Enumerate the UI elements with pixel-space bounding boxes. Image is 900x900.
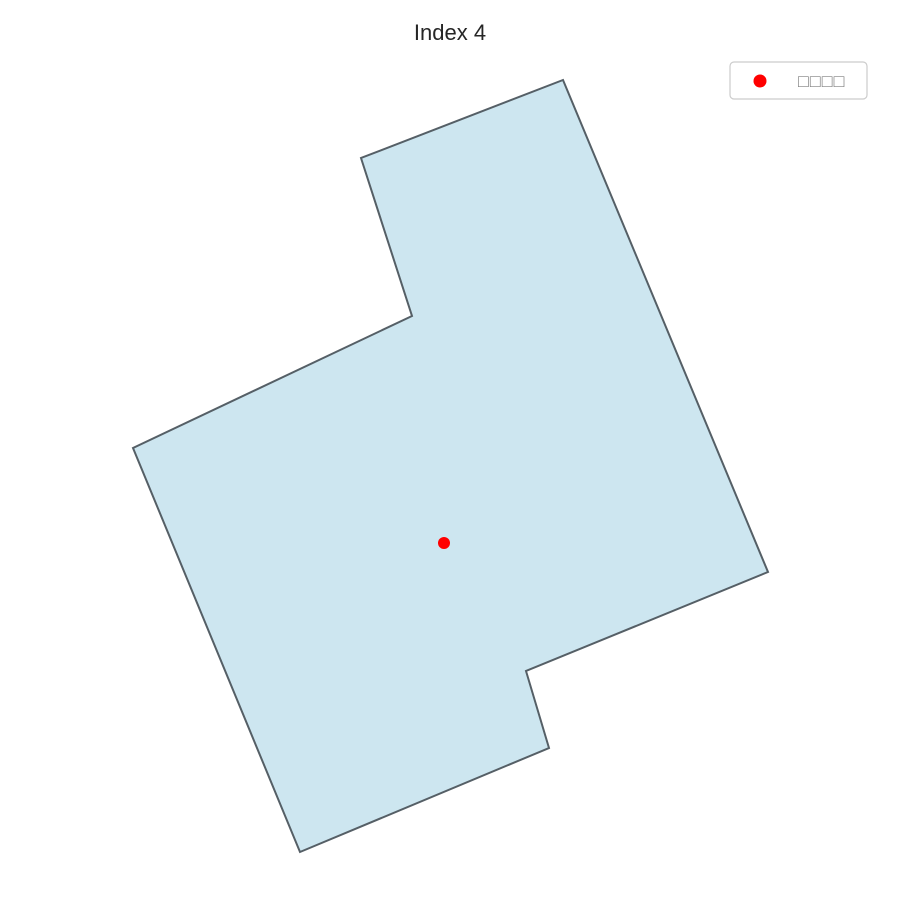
legend-marker-icon [753, 74, 767, 88]
legend-label: □□□□ [798, 71, 846, 91]
centroid-point [438, 537, 450, 549]
legend: □□□□ [729, 61, 868, 100]
figure-title: Index 4 [414, 20, 486, 45]
building-footprint-polygon [131, 78, 770, 854]
legend-box [729, 61, 868, 100]
